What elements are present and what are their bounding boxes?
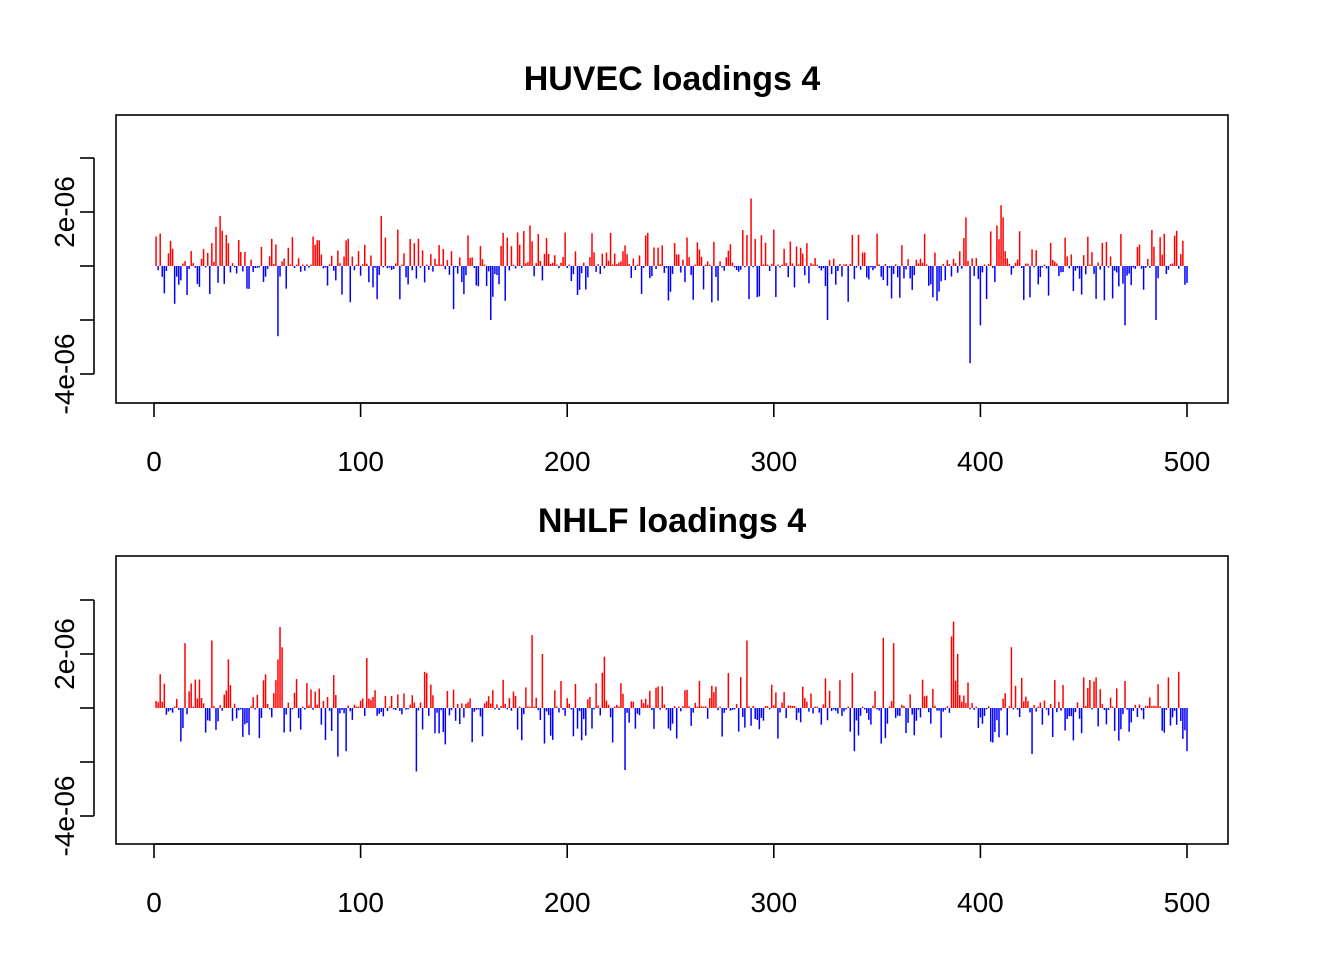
x-tick-label: 100 <box>337 887 384 918</box>
chart-panel-nhlf: NHLF loadings 4 -4e-06 2e-06 0 100 200 300 40… <box>49 502 1229 918</box>
chart-panel-huvec: HUVEC loadings 4 -4e-06 2e-06 0 100 200 300 4… <box>49 60 1229 477</box>
chart-title: NHLF loadings 4 <box>538 502 806 540</box>
x-tick-label: 0 <box>146 446 162 477</box>
x-tick-label: 200 <box>544 887 591 918</box>
y-tick-label: -4e-06 <box>49 776 80 857</box>
x-tick-label: 300 <box>750 446 797 477</box>
x-tick-label: 0 <box>146 887 162 918</box>
bar-series <box>155 198 1188 364</box>
chart-title: HUVEC loadings 4 <box>524 60 821 98</box>
plot-frame <box>115 114 1229 404</box>
y-tick-label: 2e-06 <box>49 176 80 248</box>
x-axis: 0 100 200 300 400 500 <box>146 402 1211 477</box>
x-axis: 0 100 200 300 400 500 <box>146 843 1211 918</box>
y-axis: -4e-06 2e-06 <box>49 599 95 857</box>
bar-series <box>155 621 1188 772</box>
y-axis: -4e-06 2e-06 <box>49 157 95 415</box>
x-tick-label: 400 <box>957 446 1004 477</box>
x-tick-label: 500 <box>1164 446 1211 477</box>
y-tick-label: -4e-06 <box>49 334 80 415</box>
x-tick-label: 400 <box>957 887 1004 918</box>
x-tick-label: 500 <box>1164 887 1211 918</box>
y-tick-label: 2e-06 <box>49 618 80 690</box>
x-tick-label: 300 <box>750 887 797 918</box>
x-tick-label: 100 <box>337 446 384 477</box>
x-tick-label: 200 <box>544 446 591 477</box>
